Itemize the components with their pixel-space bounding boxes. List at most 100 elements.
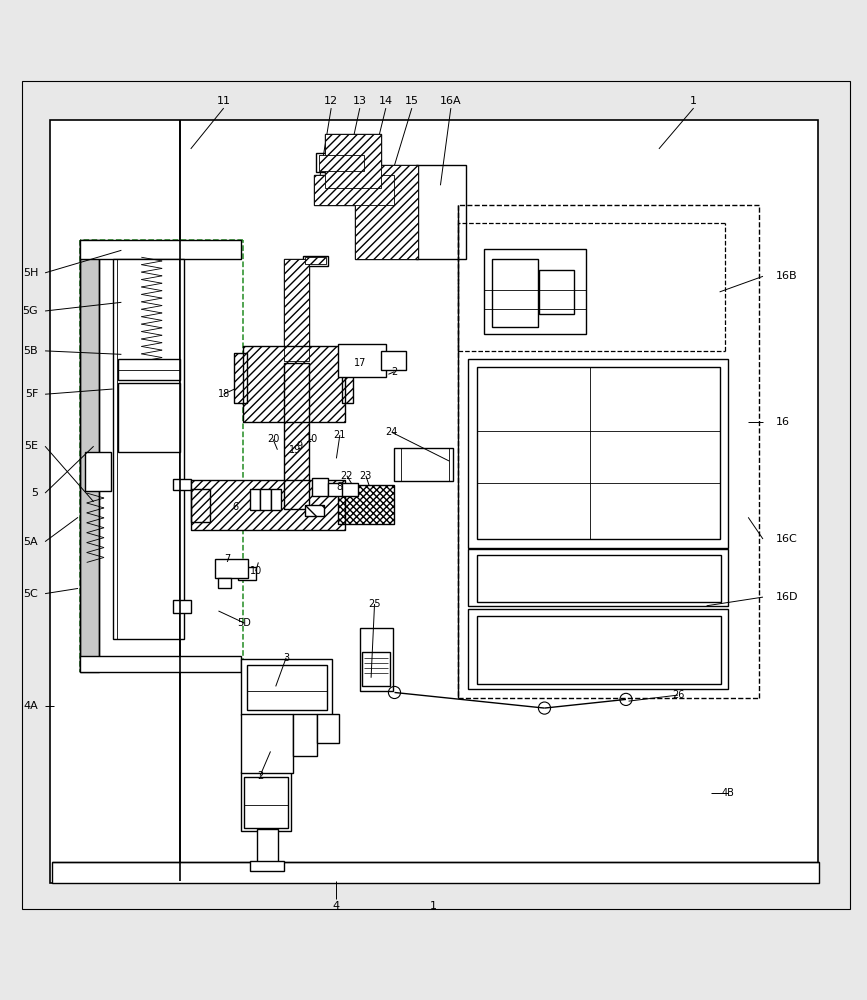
Text: 24: 24 xyxy=(386,427,398,437)
Bar xyxy=(394,448,453,481)
Bar xyxy=(284,259,309,361)
Bar xyxy=(191,480,345,530)
Text: 12: 12 xyxy=(324,96,338,106)
Bar xyxy=(416,165,466,259)
Bar xyxy=(52,862,819,883)
Bar xyxy=(243,346,345,422)
Text: 4: 4 xyxy=(333,901,340,911)
Bar xyxy=(325,134,381,188)
Bar xyxy=(241,714,293,773)
Text: 11: 11 xyxy=(217,96,231,106)
Text: 5A: 5A xyxy=(23,537,38,547)
Text: 21: 21 xyxy=(334,430,346,440)
Text: 26: 26 xyxy=(672,690,684,700)
Text: 1: 1 xyxy=(430,901,437,911)
Bar xyxy=(468,609,728,689)
Text: 5B: 5B xyxy=(23,346,38,356)
Text: 5E: 5E xyxy=(24,441,38,451)
Bar xyxy=(305,505,324,516)
Bar xyxy=(317,714,339,743)
Text: 5H: 5H xyxy=(23,268,38,278)
Bar xyxy=(257,829,278,864)
Text: 2: 2 xyxy=(257,771,264,781)
Text: 8: 8 xyxy=(336,482,343,492)
Text: 25: 25 xyxy=(368,599,381,609)
Bar xyxy=(241,659,332,715)
Bar xyxy=(250,861,284,871)
Text: 9: 9 xyxy=(296,441,303,451)
Bar xyxy=(325,134,381,188)
Bar xyxy=(319,155,364,171)
Text: 17: 17 xyxy=(354,358,366,368)
Bar xyxy=(243,346,345,422)
Bar xyxy=(293,714,317,756)
Bar xyxy=(360,628,393,691)
Bar xyxy=(173,600,191,613)
Text: 16D: 16D xyxy=(776,592,799,602)
Bar xyxy=(250,489,260,510)
Bar xyxy=(338,485,394,524)
Bar xyxy=(238,567,256,580)
Text: 22: 22 xyxy=(341,471,353,481)
Bar xyxy=(234,353,247,403)
Bar xyxy=(468,359,728,548)
Text: 6: 6 xyxy=(232,502,239,512)
Bar xyxy=(80,240,99,672)
Text: 16A: 16A xyxy=(440,96,461,106)
Bar xyxy=(305,257,326,264)
Bar xyxy=(303,256,328,266)
Text: 16C: 16C xyxy=(776,534,798,544)
Text: 7: 7 xyxy=(224,554,231,564)
Bar xyxy=(260,489,271,510)
Bar xyxy=(191,489,210,522)
Bar xyxy=(338,344,386,377)
Bar xyxy=(484,249,586,334)
Bar xyxy=(50,120,818,883)
Bar xyxy=(305,505,324,516)
Bar xyxy=(118,359,180,380)
Bar xyxy=(355,165,418,259)
Bar xyxy=(284,363,309,509)
Bar xyxy=(247,665,327,710)
Bar xyxy=(477,555,721,602)
Bar xyxy=(80,656,241,672)
Bar xyxy=(468,549,728,606)
Bar xyxy=(244,777,288,828)
Text: 5D: 5D xyxy=(238,618,251,628)
Text: 2: 2 xyxy=(391,367,398,377)
Bar xyxy=(284,363,309,509)
Text: 5C: 5C xyxy=(23,589,38,599)
Text: 5G: 5G xyxy=(23,306,38,316)
Text: 20: 20 xyxy=(267,434,279,444)
Bar xyxy=(312,478,328,496)
Bar xyxy=(381,351,406,370)
Bar xyxy=(284,259,309,361)
Text: 1: 1 xyxy=(690,96,697,106)
Bar xyxy=(316,153,367,172)
Bar xyxy=(218,578,231,588)
Bar xyxy=(191,489,210,522)
Bar xyxy=(342,483,358,496)
Text: 5F: 5F xyxy=(25,389,38,399)
Bar xyxy=(314,175,394,205)
Text: 13: 13 xyxy=(353,96,367,106)
Bar xyxy=(241,772,291,831)
Bar xyxy=(191,480,345,530)
Text: 16B: 16B xyxy=(776,271,798,281)
Text: 15: 15 xyxy=(405,96,419,106)
Text: 18: 18 xyxy=(218,389,230,399)
Bar xyxy=(314,175,394,205)
Bar xyxy=(355,165,418,259)
Bar xyxy=(118,383,180,452)
Bar xyxy=(539,270,574,314)
Text: 16: 16 xyxy=(776,417,790,427)
Text: 10: 10 xyxy=(250,566,262,576)
Bar xyxy=(362,652,390,686)
Bar xyxy=(215,559,248,578)
Bar xyxy=(328,483,343,496)
Text: 10: 10 xyxy=(306,434,318,444)
Text: 4B: 4B xyxy=(722,788,734,798)
Text: 14: 14 xyxy=(379,96,393,106)
Bar xyxy=(477,616,721,684)
Bar xyxy=(342,353,353,403)
